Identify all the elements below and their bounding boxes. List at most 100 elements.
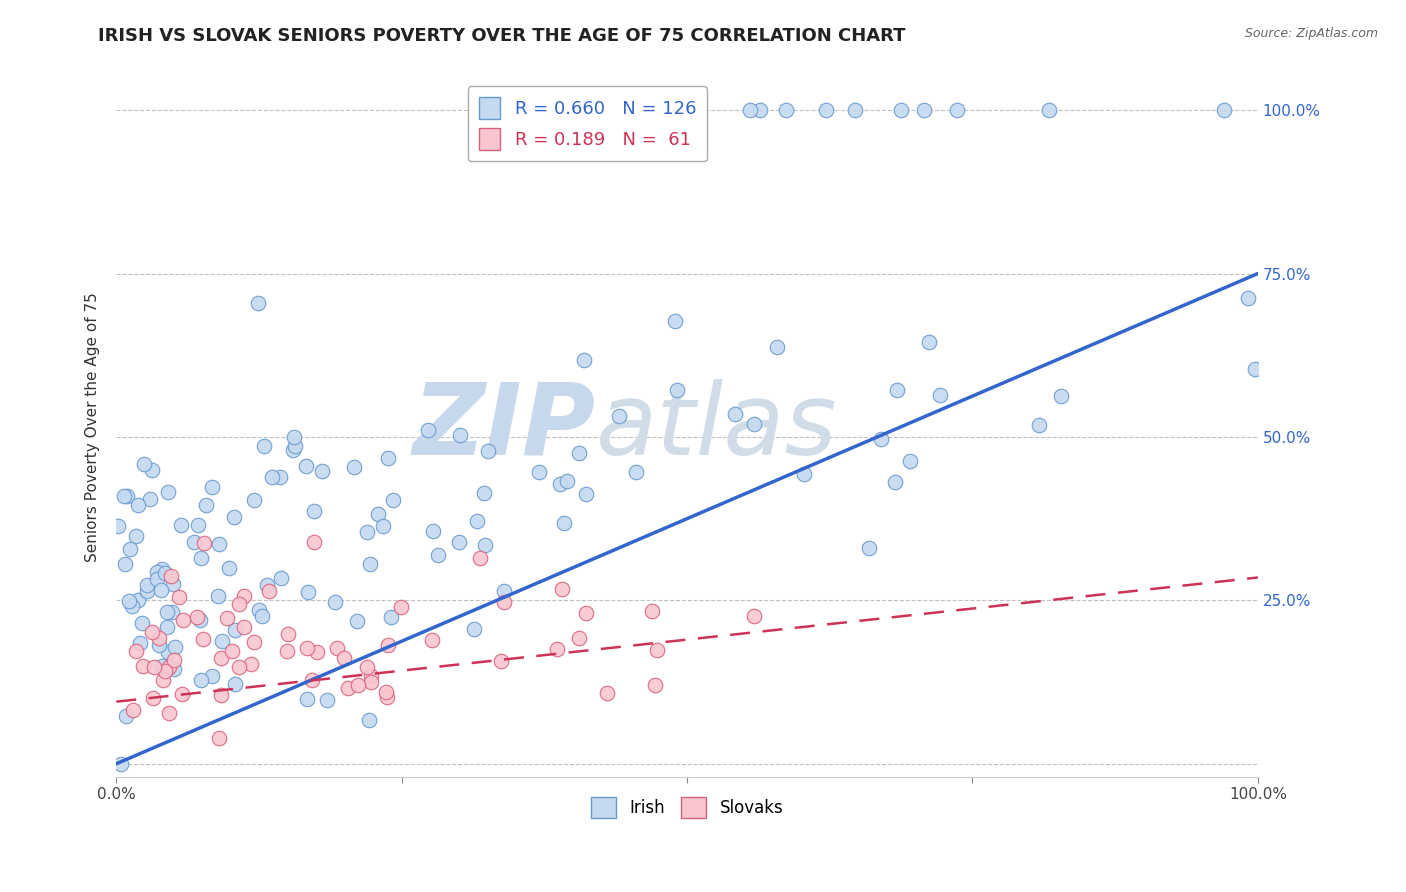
Point: [568, 445, 591, 459]
Text: atlas: atlas: [596, 378, 838, 475]
Point: [277, 627, 299, 641]
Point: [233, 589, 256, 603]
Point: [156, 605, 179, 619]
Point: [127, 592, 149, 607]
Point: [142, 690, 165, 705]
Y-axis label: Seniors Poverty Over the Age of 75: Seniors Poverty Over the Age of 75: [86, 293, 100, 562]
Point: [284, 439, 307, 453]
Point: [276, 644, 298, 658]
Point: [375, 685, 398, 699]
Point: [546, 642, 568, 657]
Point: [301, 673, 323, 687]
Point: [422, 524, 444, 538]
Point: [165, 640, 187, 655]
Point: [551, 582, 574, 596]
Point: [775, 103, 797, 117]
Point: [377, 638, 399, 652]
Point: [148, 632, 170, 646]
Point: [346, 615, 368, 629]
Point: [269, 470, 291, 484]
Point: [928, 388, 950, 402]
Point: [146, 572, 169, 586]
Point: [359, 557, 381, 571]
Point: [221, 644, 243, 658]
Point: [311, 464, 333, 478]
Point: [193, 536, 215, 550]
Point: [250, 609, 273, 624]
Point: [243, 634, 266, 648]
Point: [343, 460, 366, 475]
Point: [359, 714, 381, 728]
Point: [333, 650, 356, 665]
Point: [207, 731, 229, 745]
Point: [742, 417, 765, 431]
Point: [112, 489, 135, 503]
Point: [155, 566, 177, 580]
Point: [107, 518, 129, 533]
Point: [360, 669, 382, 683]
Point: [472, 486, 495, 500]
Point: [172, 687, 194, 701]
Point: [141, 463, 163, 477]
Point: [641, 604, 664, 618]
Point: [187, 517, 209, 532]
Point: [247, 603, 270, 617]
Point: [463, 623, 485, 637]
Point: [190, 550, 212, 565]
Point: [243, 493, 266, 508]
Point: [295, 459, 318, 474]
Point: [259, 583, 281, 598]
Point: [247, 296, 270, 310]
Point: [136, 578, 159, 592]
Point: [575, 487, 598, 501]
Point: [474, 538, 496, 552]
Point: [146, 565, 169, 579]
Point: [468, 551, 491, 566]
Point: [209, 651, 232, 665]
Point: [375, 690, 398, 705]
Point: [127, 498, 149, 512]
Point: [114, 558, 136, 572]
Text: IRISH VS SLOVAK SENIORS POVERTY OVER THE AGE OF 75 CORRELATION CHART: IRISH VS SLOVAK SENIORS POVERTY OVER THE…: [98, 27, 905, 45]
Point: [132, 659, 155, 673]
Point: [465, 514, 488, 528]
Point: [898, 454, 921, 468]
Point: [664, 314, 686, 328]
Point: [191, 632, 214, 646]
Point: [270, 571, 292, 585]
Point: [492, 595, 515, 609]
Point: [110, 756, 132, 771]
Point: [1050, 389, 1073, 403]
Point: [253, 439, 276, 453]
Point: [262, 470, 284, 484]
Point: [373, 519, 395, 533]
Point: [844, 103, 866, 117]
Point: [163, 652, 186, 666]
Point: [167, 590, 190, 604]
Point: [201, 669, 224, 683]
Point: [815, 103, 838, 117]
Point: [447, 535, 470, 549]
Point: [297, 641, 319, 656]
Point: [281, 443, 304, 458]
Point: [886, 384, 908, 398]
Point: [336, 681, 359, 695]
Point: [148, 638, 170, 652]
Point: [665, 383, 688, 397]
Point: [377, 450, 399, 465]
Point: [360, 674, 382, 689]
Text: Source: ZipAtlas.com: Source: ZipAtlas.com: [1244, 27, 1378, 40]
Point: [157, 706, 180, 720]
Point: [624, 465, 647, 479]
Point: [129, 636, 152, 650]
Point: [326, 641, 349, 656]
Point: [118, 542, 141, 557]
Point: [143, 660, 166, 674]
Point: [884, 475, 907, 489]
Point: [749, 103, 772, 117]
Point: [157, 485, 180, 500]
Point: [124, 644, 146, 658]
Point: [228, 660, 250, 674]
Point: [858, 541, 880, 556]
Point: [141, 624, 163, 639]
